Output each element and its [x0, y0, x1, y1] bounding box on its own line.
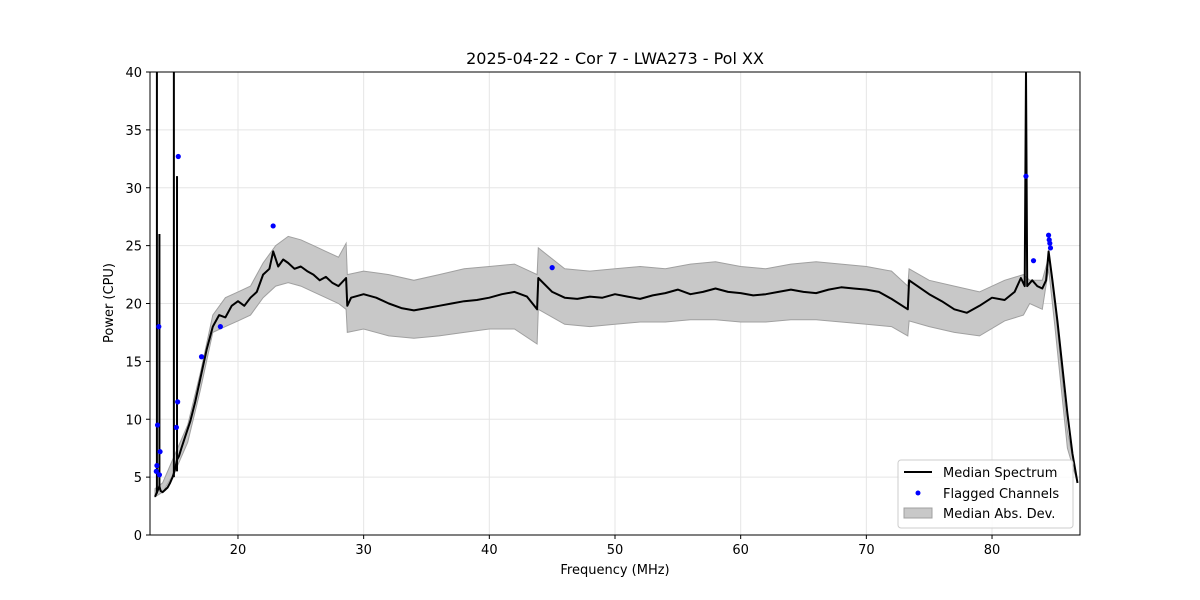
y-tick-label: 25	[125, 240, 142, 255]
y-axis-label: Power (CPU)	[102, 263, 117, 343]
x-tick-label: 20	[230, 543, 247, 558]
x-tick-label: 30	[355, 543, 372, 558]
legend-mad-swatch	[903, 507, 933, 519]
flagged-channel-point	[157, 449, 163, 455]
y-tick-label: 10	[125, 413, 142, 428]
y-tick-label: 40	[125, 66, 142, 81]
flagged-channel-point	[175, 153, 181, 160]
flagged-channel-point	[198, 354, 205, 360]
x-tick-label: 70	[858, 543, 875, 558]
axis-ticks: 20 30 40 50 60 70 80 0 5 10 15 20 25 30 35 40	[125, 66, 1000, 558]
y-tick-label: 20	[125, 298, 142, 313]
legend-median-label: Median Spectrum	[943, 466, 1057, 481]
y-tick-label: 35	[125, 124, 142, 139]
x-tick-label: 80	[984, 543, 1001, 558]
x-tick-label: 40	[481, 543, 498, 558]
flagged-channel-point	[1045, 232, 1052, 238]
median-spectrum-line	[154, 72, 1079, 498]
y-tick-label: 5	[134, 471, 142, 486]
flagged-channel-point	[1023, 173, 1029, 179]
legend-flagged-swatch	[915, 490, 921, 496]
legend-mad-label: Median Abs. Dev.	[943, 507, 1055, 522]
flagged-channel-point	[156, 472, 163, 478]
y-tick-label: 30	[125, 182, 142, 197]
x-tick-label: 50	[607, 543, 624, 558]
flagged-channel-point	[1047, 240, 1053, 246]
flagged-channel-point	[1047, 245, 1054, 251]
flagged-channel-point	[154, 462, 160, 469]
chart-title: 2025-04-22 - Cor 7 - LWA273 - Pol XX	[466, 49, 764, 68]
x-tick-label: 60	[732, 543, 749, 558]
legend-box	[897, 459, 1074, 529]
legend: Median Spectrum Flagged Channels Median …	[897, 459, 1074, 529]
flagged-channel-point	[1030, 258, 1037, 264]
flagged-channel-point	[153, 468, 159, 474]
flagged-channel-point	[156, 324, 162, 330]
flagged-channel-point	[549, 265, 555, 271]
flagged-channel-point	[270, 223, 276, 229]
flagged-channel-point	[154, 422, 161, 428]
flagged-channel-point	[175, 399, 181, 405]
y-tick-label: 0	[134, 529, 142, 544]
flagged-channel-point	[173, 424, 179, 430]
legend-flagged-label: Flagged Channels	[943, 487, 1059, 502]
x-axis-label: Frequency (MHz)	[560, 563, 669, 578]
flagged-channel-point	[217, 324, 223, 330]
y-tick-label: 15	[125, 355, 142, 370]
